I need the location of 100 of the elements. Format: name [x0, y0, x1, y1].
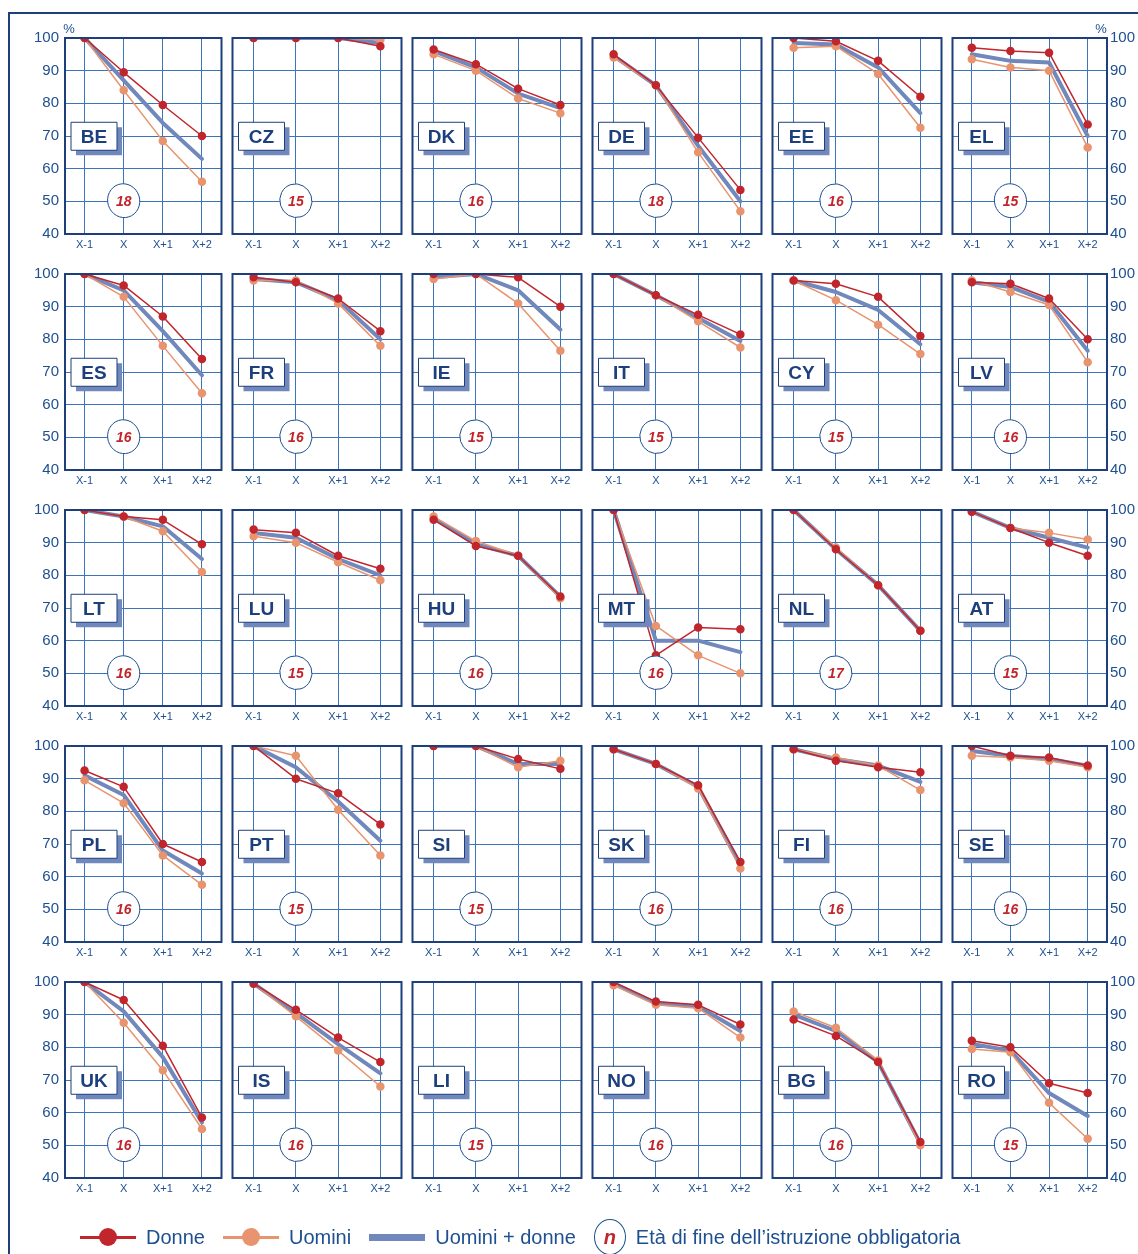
y-tick-label: 90 [42, 60, 59, 78]
y2-tick-label: 50 [1110, 663, 1127, 681]
annotation: 15 [468, 428, 484, 445]
x-tick-label: X-1 [785, 237, 803, 250]
x-tick-label: X+2 [1077, 709, 1098, 722]
x-tick-label: X+1 [328, 709, 349, 722]
y-tick-label: 80 [42, 1037, 59, 1055]
annotation: SI [432, 833, 451, 855]
y2-tick-label: 70 [1110, 834, 1127, 852]
y-tick-label: 40 [42, 460, 59, 478]
annotation: PL [81, 833, 107, 855]
y-tick-label: 90 [42, 296, 59, 314]
y2-tick-label: 50 [1110, 899, 1127, 917]
x-tick-label: X+2 [191, 237, 212, 250]
annotation: 16 [828, 1136, 844, 1153]
y2-tick-label: 90 [1110, 60, 1127, 78]
annotation: NL [788, 597, 815, 619]
x-tick-label: X-1 [425, 1181, 443, 1194]
x-tick-label: X+1 [508, 1181, 529, 1194]
x-tick-label: X-1 [425, 473, 443, 486]
y2-tick-label: 90 [1110, 296, 1127, 314]
y2-tick-label: 100 [1110, 972, 1136, 990]
x-tick-label: X-1 [605, 709, 623, 722]
x-tick-label: X+1 [1039, 945, 1060, 958]
y-tick-label: 80 [42, 565, 59, 583]
y-tick-label: 70 [42, 834, 59, 852]
annotation: UK [80, 1069, 108, 1091]
annotation: EL [969, 125, 995, 147]
annotation: AT [969, 597, 994, 619]
annotation: 15 [1002, 192, 1019, 209]
x-tick-label: X+2 [910, 473, 931, 486]
x-tick-label: X+1 [868, 473, 889, 486]
x-tick-label: X+1 [688, 1181, 709, 1194]
y2-tick-label: 60 [1110, 158, 1127, 176]
x-tick-label: X-1 [245, 1181, 263, 1194]
y-tick-label: 70 [42, 1070, 59, 1088]
y2-tick-label: 40 [1110, 460, 1127, 478]
x-tick-label: X [1006, 1181, 1015, 1194]
annotation: SK [608, 833, 635, 855]
y2-tick-label: 80 [1110, 93, 1127, 111]
annotation: IT [613, 361, 631, 383]
x-tick-label: X [1006, 709, 1015, 722]
y2-tick-label: 50 [1110, 427, 1127, 445]
y2-tick-label: 60 [1110, 1102, 1127, 1120]
y-tick-label: 100 [33, 736, 59, 754]
annotation: MT [607, 597, 636, 619]
x-tick-label: X+1 [868, 945, 889, 958]
y-axis-title: % [63, 21, 76, 37]
x-tick-label: X [120, 945, 129, 958]
text: Età di fine dell’istruzione obbligatoria [635, 1225, 961, 1249]
y-tick-label: 60 [42, 1102, 59, 1120]
x-tick-label: X [292, 473, 301, 486]
annotation: LT [83, 597, 106, 619]
legend-label: Donne [146, 1225, 205, 1249]
x-tick-label: X-1 [785, 945, 803, 958]
y-tick-label: 40 [42, 1168, 59, 1186]
annotation: 15 [648, 428, 664, 445]
annotation: NO [607, 1069, 636, 1091]
annotation: 16 [828, 900, 844, 917]
y-tick-label: 70 [42, 598, 59, 616]
x-tick-label: X [292, 237, 301, 250]
y2-tick-label: 70 [1110, 362, 1127, 380]
x-tick-label: X-1 [245, 709, 263, 722]
x-tick-label: X-1 [605, 1181, 623, 1194]
x-tick-label: X [652, 473, 661, 486]
x-tick-label: X+2 [730, 709, 751, 722]
annotation: 15 [1002, 1136, 1019, 1153]
y2-tick-label: 100 [1110, 736, 1136, 754]
annotation: 18 [648, 192, 664, 209]
annotation: 15 [288, 664, 304, 681]
y-tick-label: 60 [42, 866, 59, 884]
annotation: 16 [115, 664, 132, 681]
x-tick-label: X+2 [730, 237, 751, 250]
x-tick-label: X [652, 237, 661, 250]
x-tick-label: X+2 [550, 709, 571, 722]
x-tick-label: X+1 [688, 709, 709, 722]
x-tick-label: X [1006, 945, 1015, 958]
x-tick-label: X [472, 709, 481, 722]
x-tick-label: X+1 [688, 237, 709, 250]
annotation: ES [81, 361, 107, 383]
y-tick-label: 100 [33, 264, 59, 282]
y2-tick-label: 80 [1110, 565, 1127, 583]
x-tick-label: X+2 [1077, 1181, 1098, 1194]
y2-tick-label: 100 [1110, 264, 1136, 282]
annotation: 16 [648, 1136, 664, 1153]
annotation: DK [427, 125, 456, 147]
x-tick-label: X+2 [1077, 945, 1098, 958]
y-tick-label: 50 [42, 427, 59, 445]
annotation: 15 [828, 428, 844, 445]
x-tick-label: X-1 [245, 945, 263, 958]
x-tick-label: X+1 [1039, 237, 1060, 250]
annotation: BE [80, 125, 108, 147]
x-tick-label: X [120, 709, 129, 722]
x-tick-label: X-1 [245, 473, 263, 486]
x-tick-label: X-1 [76, 473, 94, 486]
x-tick-label: X+1 [328, 237, 349, 250]
annotation: 16 [828, 192, 844, 209]
annotation: 16 [288, 1136, 304, 1153]
x-tick-label: X+2 [730, 945, 751, 958]
x-tick-label: X-1 [963, 237, 981, 250]
